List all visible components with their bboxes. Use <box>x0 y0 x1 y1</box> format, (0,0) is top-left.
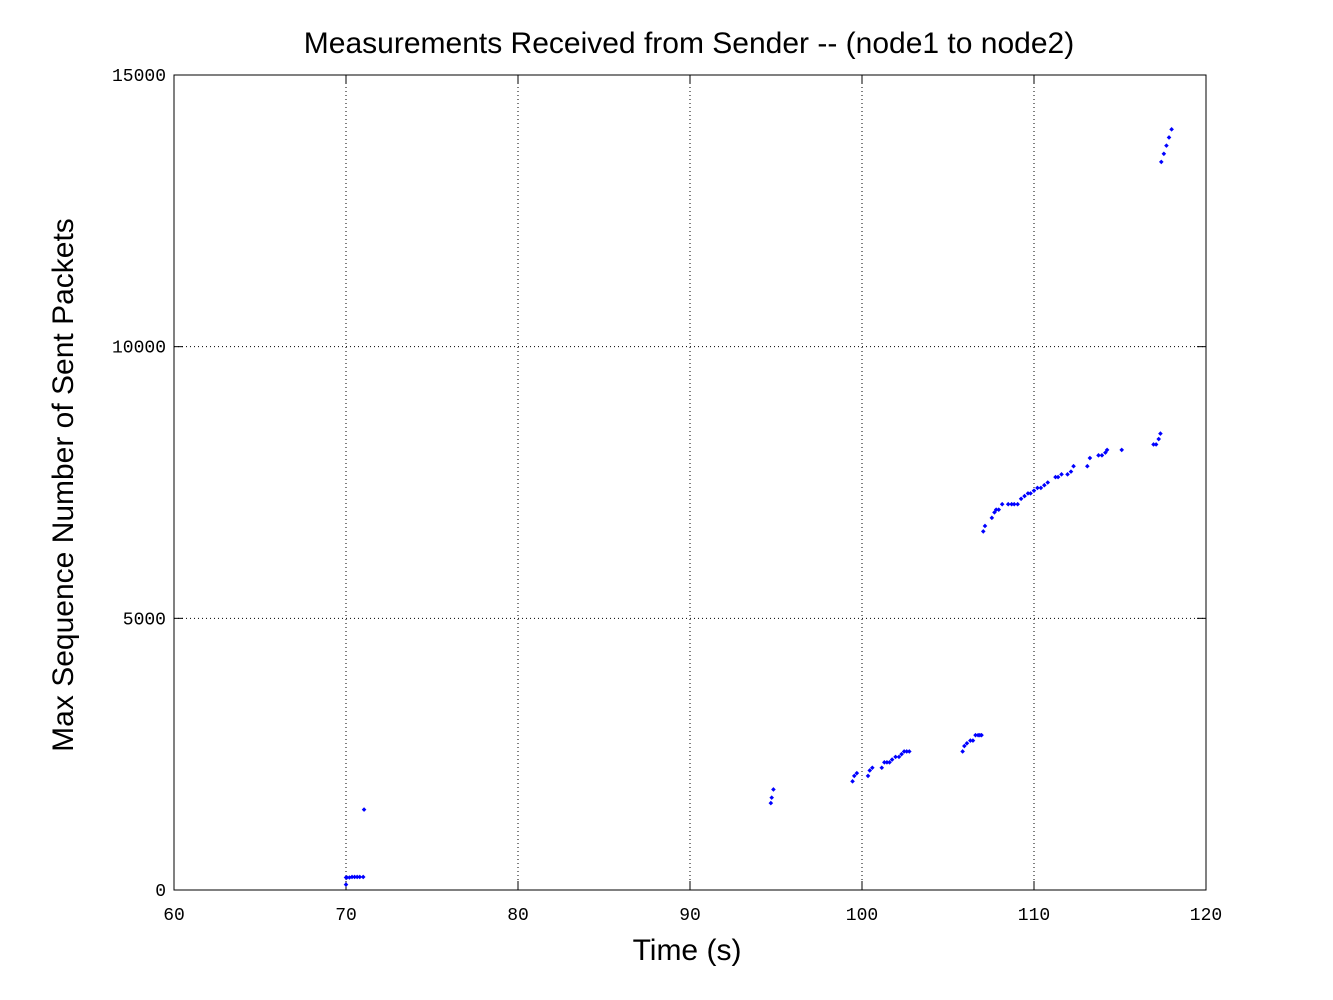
x-tick-label: 60 <box>163 906 185 926</box>
y-tick-label: 10000 <box>112 339 166 359</box>
data-point <box>879 765 885 771</box>
data-point <box>1038 485 1044 491</box>
data-point <box>343 882 349 887</box>
data-point <box>1011 501 1017 507</box>
data-point <box>979 732 984 738</box>
x-tick-label: 110 <box>1018 906 1050 926</box>
data-point <box>1164 143 1169 148</box>
data-point <box>865 773 871 779</box>
data-point <box>899 751 904 757</box>
data-point <box>867 768 873 773</box>
data-point <box>962 743 967 749</box>
data-point <box>982 523 988 529</box>
data-point <box>1042 482 1047 488</box>
data-point <box>1018 496 1024 502</box>
data-point <box>989 515 995 521</box>
data-point <box>1085 463 1090 469</box>
data-point <box>960 749 965 754</box>
data-point <box>354 874 360 880</box>
data-point <box>893 754 898 760</box>
x-tick-label: 80 <box>507 906 529 926</box>
data-point <box>361 807 367 812</box>
y-tick-label: 5000 <box>123 610 166 630</box>
data-point <box>884 760 890 765</box>
data-point <box>1028 491 1033 496</box>
data-point <box>907 749 912 754</box>
data-point <box>1169 127 1174 132</box>
data-point <box>970 738 976 743</box>
data-point <box>349 874 355 880</box>
data-point <box>980 529 986 534</box>
data-point <box>889 757 895 762</box>
data-point <box>1015 501 1020 507</box>
data-point <box>1158 431 1163 436</box>
x-tick-label: 120 <box>1190 906 1222 926</box>
data-point <box>1005 501 1011 507</box>
data-point <box>1161 151 1167 157</box>
data-point <box>1045 480 1051 485</box>
data-point <box>1065 472 1070 477</box>
data-point <box>996 507 1002 512</box>
data-point <box>850 779 855 784</box>
data-point <box>1156 436 1161 442</box>
chart-title: Measurements Received from Sender -- (no… <box>304 27 1074 60</box>
data-point <box>882 760 887 765</box>
data-point <box>1053 474 1058 480</box>
data-point <box>1153 442 1159 447</box>
data-point <box>344 875 350 880</box>
data-point <box>1055 474 1061 480</box>
data-point <box>887 760 892 765</box>
data-point <box>771 787 776 792</box>
data-point <box>1096 453 1101 458</box>
data-point <box>896 754 902 760</box>
data-point <box>1009 501 1014 507</box>
data-point <box>768 800 774 806</box>
data-point <box>1099 453 1105 458</box>
y-axis-label: Max Sequence Number of Sent Packets <box>47 218 80 752</box>
data-point <box>1151 442 1156 447</box>
data-point <box>1025 491 1031 496</box>
data-point <box>1059 472 1064 477</box>
data-point <box>870 765 875 771</box>
data-point <box>769 795 774 800</box>
data-point <box>993 507 999 512</box>
data-point <box>1068 469 1074 474</box>
y-tick-label: 0 <box>155 882 166 902</box>
x-axis-label: Time (s) <box>633 934 742 967</box>
data-point <box>1158 159 1164 165</box>
x-tick-label: 70 <box>335 906 357 926</box>
ticks: 60 70 80 90 100 110 120 0 5000 10000 15000 <box>112 67 1222 926</box>
data-point <box>352 874 357 880</box>
data-point <box>1022 493 1027 499</box>
data-point <box>357 874 363 880</box>
data-point <box>968 738 973 743</box>
data-point <box>1104 447 1110 453</box>
data-point <box>904 749 910 754</box>
data-point <box>360 874 366 880</box>
data-point <box>1071 463 1076 469</box>
data-point <box>999 501 1005 507</box>
data-points <box>343 127 1174 887</box>
grid <box>174 75 1206 890</box>
data-point <box>1087 455 1093 461</box>
y-tick-label: 15000 <box>112 67 166 87</box>
data-point <box>1119 447 1125 453</box>
data-point <box>1031 488 1037 493</box>
data-point <box>1166 135 1172 140</box>
data-point <box>964 741 970 746</box>
x-tick-label: 100 <box>846 906 878 926</box>
data-point <box>851 773 857 779</box>
x-tick-label: 90 <box>679 906 701 926</box>
data-point <box>901 749 907 754</box>
data-point <box>1035 485 1040 491</box>
data-point <box>854 770 860 776</box>
data-point <box>973 732 978 738</box>
